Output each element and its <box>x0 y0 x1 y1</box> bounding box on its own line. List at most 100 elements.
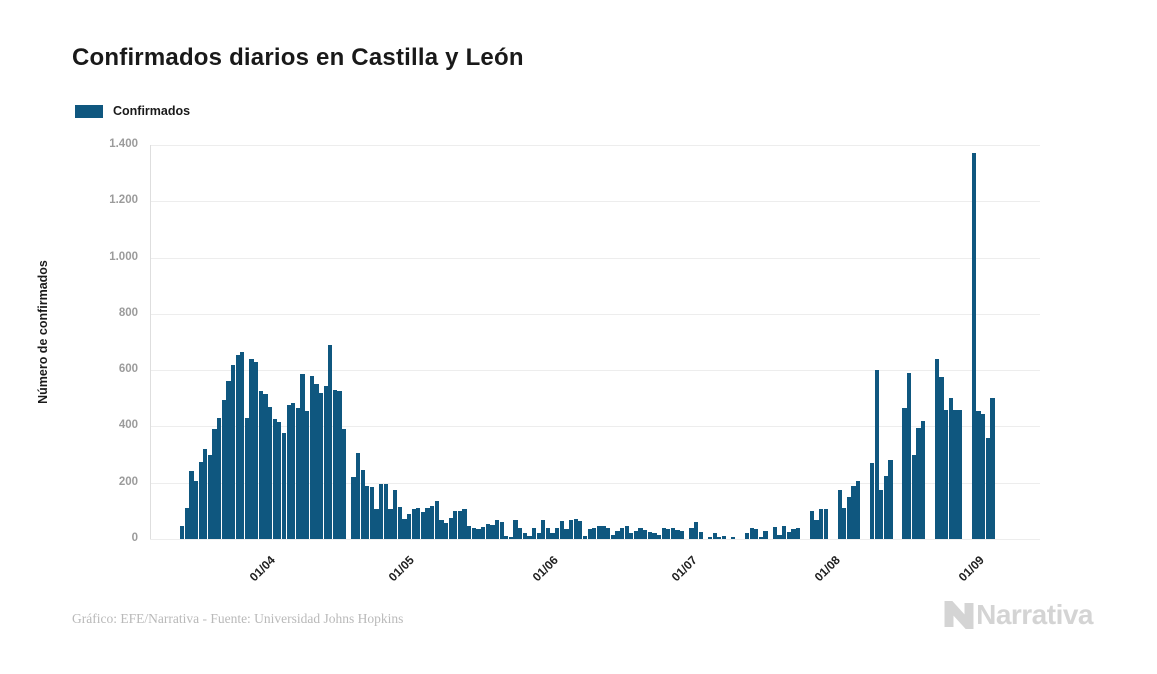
bar[interactable] <box>879 490 884 539</box>
bar[interactable] <box>619 527 625 539</box>
bar[interactable] <box>633 531 639 539</box>
bar[interactable] <box>675 530 680 539</box>
bar[interactable] <box>814 520 819 539</box>
bar[interactable] <box>337 391 342 539</box>
bar[interactable] <box>258 391 263 539</box>
bar[interactable] <box>221 399 226 539</box>
bar[interactable] <box>230 364 236 539</box>
bar[interactable] <box>920 420 926 539</box>
bar[interactable] <box>582 536 588 539</box>
bar[interactable] <box>314 384 319 539</box>
bar[interactable] <box>471 527 476 539</box>
bar[interactable] <box>731 537 736 539</box>
bar[interactable] <box>295 408 301 539</box>
bar[interactable] <box>957 409 963 539</box>
bar[interactable] <box>504 536 509 539</box>
bar[interactable] <box>508 536 514 539</box>
bar[interactable] <box>869 463 875 539</box>
bar[interactable] <box>457 510 463 539</box>
bar[interactable] <box>777 534 782 539</box>
bar[interactable] <box>448 518 453 539</box>
bar[interactable] <box>388 509 393 539</box>
bar[interactable] <box>536 533 541 539</box>
bar[interactable] <box>944 409 949 539</box>
bar[interactable] <box>494 520 500 539</box>
bar[interactable] <box>698 532 703 539</box>
bar[interactable] <box>323 385 328 539</box>
bar[interactable] <box>809 510 815 539</box>
bar[interactable] <box>888 460 893 539</box>
bar[interactable] <box>193 481 199 539</box>
bar[interactable] <box>758 536 764 539</box>
bar[interactable] <box>666 529 671 539</box>
bar[interactable] <box>638 527 643 539</box>
bar[interactable] <box>948 398 953 539</box>
bar[interactable] <box>207 454 213 539</box>
bar[interactable] <box>712 533 717 539</box>
bar[interactable] <box>443 522 449 539</box>
bar[interactable] <box>601 525 606 539</box>
bar[interactable] <box>883 475 889 539</box>
bar[interactable] <box>226 381 231 539</box>
bar[interactable] <box>527 536 532 539</box>
bar[interactable] <box>647 532 652 539</box>
bar[interactable] <box>531 527 537 539</box>
bar[interactable] <box>981 413 986 539</box>
bar[interactable] <box>680 531 685 539</box>
bar[interactable] <box>411 509 416 539</box>
bar[interactable] <box>365 485 370 539</box>
bar[interactable] <box>360 470 365 539</box>
bar[interactable] <box>332 389 338 539</box>
bar[interactable] <box>263 394 268 539</box>
bar[interactable] <box>480 526 486 539</box>
bar[interactable] <box>916 427 921 539</box>
bar[interactable] <box>184 508 189 539</box>
bar[interactable] <box>522 533 527 539</box>
bar[interactable] <box>615 531 620 539</box>
bar[interactable] <box>694 522 699 539</box>
bar[interactable] <box>272 419 277 539</box>
bar[interactable] <box>545 527 551 539</box>
bar[interactable] <box>518 527 523 539</box>
bar[interactable] <box>717 536 722 539</box>
bar[interactable] <box>240 351 245 539</box>
bar[interactable] <box>911 454 916 539</box>
bar[interactable] <box>749 527 754 539</box>
bar[interactable] <box>781 525 787 539</box>
bar[interactable] <box>550 533 555 539</box>
bar[interactable] <box>198 461 203 539</box>
bar[interactable] <box>249 358 254 539</box>
bar[interactable] <box>430 506 435 539</box>
bar[interactable] <box>397 506 402 539</box>
bar[interactable] <box>439 520 444 539</box>
bar[interactable] <box>180 526 185 539</box>
bar[interactable] <box>795 527 801 539</box>
bar[interactable] <box>212 429 217 539</box>
bar[interactable] <box>976 410 981 539</box>
bar[interactable] <box>406 513 412 539</box>
bar[interactable] <box>485 523 490 539</box>
bar[interactable] <box>856 481 861 539</box>
bar[interactable] <box>846 496 852 539</box>
bar[interactable] <box>568 520 574 539</box>
bar[interactable] <box>235 354 240 539</box>
bar[interactable] <box>305 410 310 539</box>
bar[interactable] <box>754 528 759 539</box>
bar[interactable] <box>383 484 388 539</box>
bar[interactable] <box>652 533 657 539</box>
bar[interactable] <box>374 509 379 539</box>
bar[interactable] <box>379 484 384 539</box>
bar[interactable] <box>786 532 791 539</box>
bar[interactable] <box>902 408 907 539</box>
bar[interactable] <box>823 508 828 539</box>
bar[interactable] <box>490 525 495 539</box>
bar[interactable] <box>763 531 768 539</box>
bar[interactable] <box>744 533 750 539</box>
bar[interactable] <box>541 520 546 539</box>
bar[interactable] <box>791 529 796 539</box>
bar[interactable] <box>934 358 940 539</box>
bar[interactable] <box>689 527 694 539</box>
bar[interactable] <box>578 521 583 539</box>
bar[interactable] <box>425 508 430 539</box>
bar[interactable] <box>610 534 615 539</box>
